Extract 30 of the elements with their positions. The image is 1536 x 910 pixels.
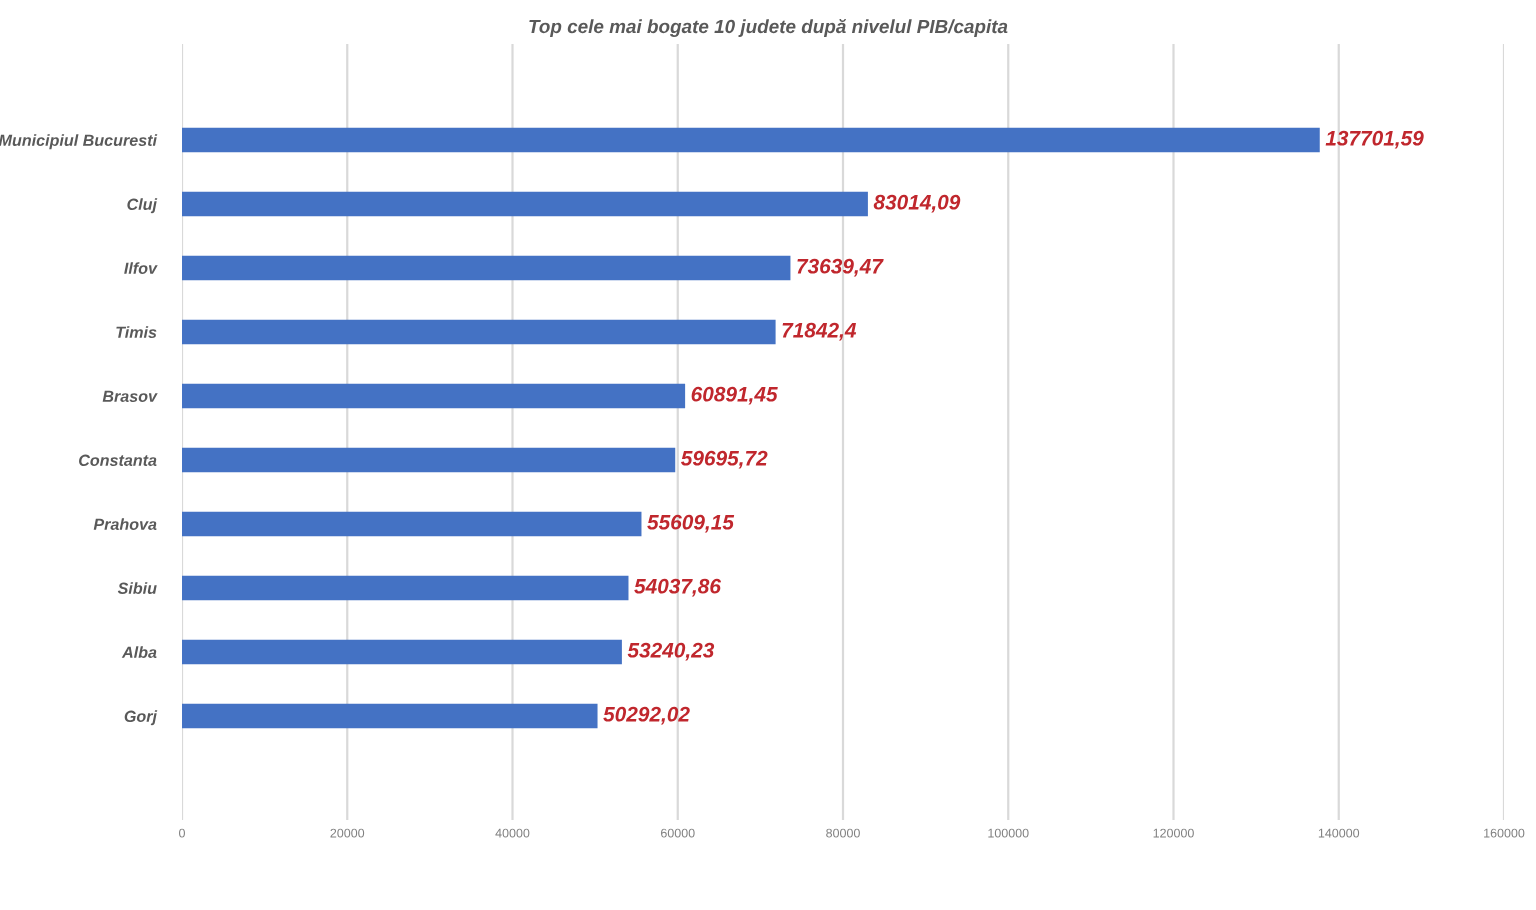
bar (182, 703, 598, 729)
y-tick-label: Timis (116, 326, 157, 338)
data-label: 50292,02 (603, 706, 690, 725)
bar (182, 191, 868, 217)
bar (182, 447, 676, 473)
y-tick-label: Brasov (102, 390, 158, 402)
y-tick-label: Prahova (93, 518, 157, 530)
chart-title: Top cele mai bogate 10 judete după nivelul PIB/capita (529, 19, 1008, 37)
bar (182, 575, 629, 601)
bar (182, 319, 776, 345)
data-label: 54037,86 (634, 578, 722, 597)
data-label: 83014,09 (873, 194, 961, 213)
bar (182, 127, 1320, 153)
bar (182, 639, 622, 665)
y-tick-label: Sibiu (117, 582, 157, 594)
data-label: 137701,59 (1325, 130, 1424, 149)
bar (182, 383, 686, 409)
bar (182, 255, 791, 281)
data-label: 55609,15 (647, 514, 735, 533)
data-label: 53240,23 (627, 642, 715, 661)
data-label: 59695,72 (681, 450, 768, 469)
data-label: 71842,4 (782, 322, 857, 341)
y-tick-label: Gorj (124, 710, 158, 726)
y-tick-label: Cluj (127, 198, 158, 214)
y-tick-label: Alba (121, 646, 157, 658)
y-tick-label: Ilfov (124, 262, 158, 274)
data-label: 73639,47 (797, 258, 884, 277)
data-label: 60891,45 (691, 386, 778, 405)
y-tick-label: Constanta (79, 454, 157, 466)
bar (182, 511, 642, 537)
